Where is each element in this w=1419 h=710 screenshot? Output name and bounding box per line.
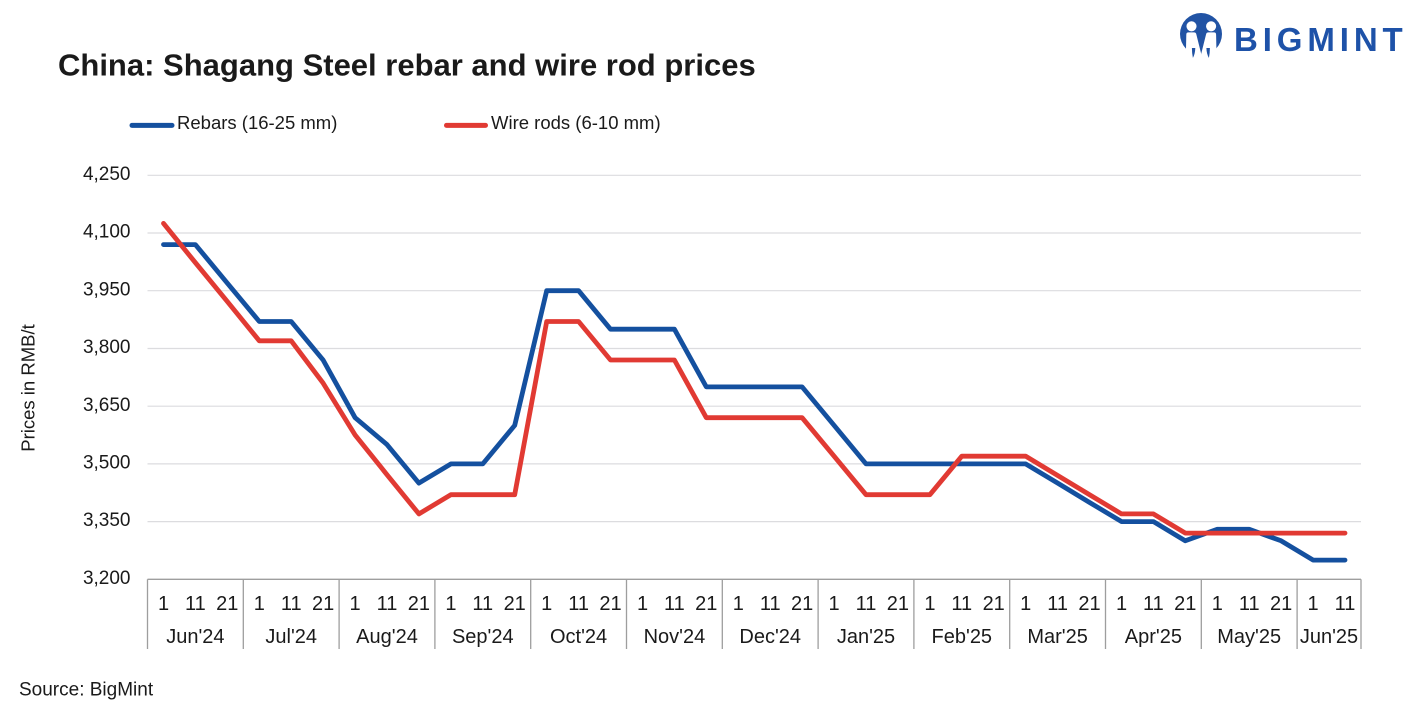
svg-text:11: 11 <box>1047 593 1068 615</box>
svg-text:3,650: 3,650 <box>83 395 131 416</box>
svg-text:21: 21 <box>504 593 526 615</box>
svg-text:1: 1 <box>829 593 840 615</box>
svg-text:Dec'24: Dec'24 <box>739 626 801 648</box>
svg-text:21: 21 <box>599 593 621 615</box>
svg-text:4,100: 4,100 <box>83 222 131 243</box>
svg-text:11: 11 <box>760 593 781 615</box>
svg-text:21: 21 <box>887 593 909 615</box>
svg-text:21: 21 <box>1078 593 1100 615</box>
svg-text:Source: BigMint: Source: BigMint <box>19 680 154 701</box>
svg-text:Nov'24: Nov'24 <box>644 626 706 648</box>
svg-text:Aug'24: Aug'24 <box>356 626 418 648</box>
svg-text:21: 21 <box>983 593 1005 615</box>
svg-text:3,350: 3,350 <box>83 510 131 531</box>
svg-text:1: 1 <box>350 593 361 615</box>
svg-text:21: 21 <box>1270 593 1292 615</box>
svg-text:Jun'24: Jun'24 <box>166 626 224 648</box>
svg-text:Jan'25: Jan'25 <box>837 626 895 648</box>
svg-text:Wire rods (6-10 mm): Wire rods (6-10 mm) <box>491 112 661 133</box>
svg-text:11: 11 <box>185 593 206 615</box>
svg-text:11: 11 <box>1143 593 1164 615</box>
svg-text:21: 21 <box>408 593 430 615</box>
svg-text:1: 1 <box>445 593 456 615</box>
svg-text:11: 11 <box>1335 593 1356 615</box>
svg-text:11: 11 <box>951 593 972 615</box>
svg-text:11: 11 <box>472 593 493 615</box>
svg-text:Apr'25: Apr'25 <box>1125 626 1182 648</box>
svg-text:3,950: 3,950 <box>83 279 131 300</box>
svg-text:1: 1 <box>733 593 744 615</box>
svg-text:3,800: 3,800 <box>83 337 131 358</box>
svg-text:21: 21 <box>216 593 238 615</box>
svg-text:1: 1 <box>541 593 552 615</box>
svg-text:1: 1 <box>158 593 169 615</box>
svg-text:21: 21 <box>1174 593 1196 615</box>
svg-text:1: 1 <box>1020 593 1031 615</box>
svg-text:Rebars (16-25 mm): Rebars (16-25 mm) <box>177 112 337 133</box>
svg-text:11: 11 <box>664 593 685 615</box>
svg-text:Oct'24: Oct'24 <box>550 626 607 648</box>
svg-text:11: 11 <box>568 593 589 615</box>
svg-text:1: 1 <box>637 593 648 615</box>
svg-text:21: 21 <box>791 593 813 615</box>
svg-text:1: 1 <box>1308 593 1319 615</box>
svg-text:1: 1 <box>1116 593 1127 615</box>
svg-text:21: 21 <box>312 593 334 615</box>
svg-text:Prices in RMB/t: Prices in RMB/t <box>18 324 39 451</box>
svg-text:1: 1 <box>924 593 935 615</box>
svg-text:Sep'24: Sep'24 <box>452 626 514 648</box>
svg-text:11: 11 <box>856 593 877 615</box>
svg-text:3,500: 3,500 <box>83 453 131 474</box>
svg-text:11: 11 <box>1239 593 1260 615</box>
svg-text:Mar'25: Mar'25 <box>1027 626 1088 648</box>
svg-text:BIGMINT: BIGMINT <box>1234 21 1408 58</box>
svg-text:May'25: May'25 <box>1217 626 1281 648</box>
svg-text:China: Shagang Steel rebar and: China: Shagang Steel rebar and wire rod … <box>58 48 756 83</box>
svg-text:Jun'25: Jun'25 <box>1300 626 1358 648</box>
svg-text:3,200: 3,200 <box>83 568 131 589</box>
svg-text:Jul'24: Jul'24 <box>265 626 317 648</box>
svg-text:1: 1 <box>254 593 265 615</box>
svg-text:Feb'25: Feb'25 <box>932 626 993 648</box>
svg-text:21: 21 <box>695 593 717 615</box>
svg-text:11: 11 <box>281 593 302 615</box>
svg-text:4,250: 4,250 <box>83 164 131 185</box>
svg-text:1: 1 <box>1212 593 1223 615</box>
svg-text:11: 11 <box>377 593 398 615</box>
